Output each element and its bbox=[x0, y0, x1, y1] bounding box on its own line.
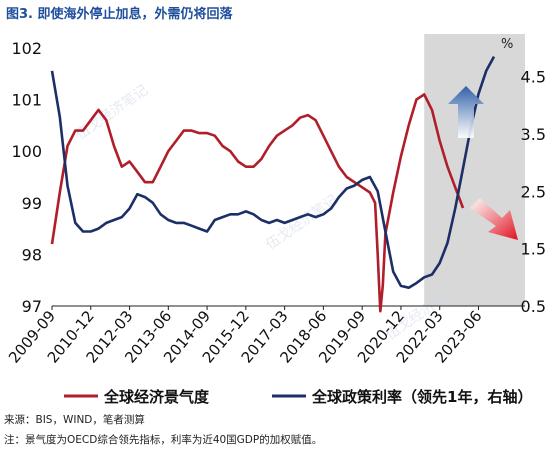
y-left-tick-label: 102 bbox=[11, 39, 42, 58]
series-line-business-climate bbox=[50, 93, 465, 313]
y-right-tick-label: 0.5 bbox=[521, 297, 546, 316]
footnote: 注：景气度为OECD综合领先指标，利率为近40国GDP的加权赋值。 bbox=[4, 434, 323, 446]
notes: 来源：BIS，WIND，笔者测算 注：景气度为OECD综合领先指标，利率为近40… bbox=[4, 410, 322, 450]
up-arrow-icon bbox=[448, 86, 484, 138]
y-left-tick-label: 100 bbox=[11, 142, 42, 161]
y-right-tick-label: 1.5 bbox=[521, 240, 546, 259]
y-left-tick-label: 97 bbox=[22, 297, 42, 316]
watermark: 伍戈经济笔记 bbox=[263, 192, 341, 253]
y-right-tick-label: 3.5 bbox=[521, 125, 546, 144]
y-left-tick-label: 99 bbox=[22, 194, 42, 213]
legend-label-policy-rate: 全球政策利率（领先1年，右轴） bbox=[311, 388, 532, 406]
y-left-tick-label: 101 bbox=[11, 91, 42, 110]
series-line-policy-rate bbox=[50, 55, 496, 289]
y-right-tick-label: 4.5 bbox=[521, 68, 546, 87]
y-left-tick-label: 98 bbox=[22, 245, 42, 264]
down-arrow-icon bbox=[470, 198, 518, 240]
legend: 全球经济景气度 全球政策利率（领先1年，右轴） bbox=[64, 388, 532, 406]
source-note: 来源：BIS，WIND，笔者测算 bbox=[4, 414, 145, 426]
page-title: 图3. 即使海外停止加息，外需仍将回落 bbox=[6, 7, 233, 22]
watermark: 伍戈经济笔记 bbox=[73, 82, 151, 143]
y-right-tick-label: 2.5 bbox=[521, 182, 546, 201]
y-axis-left: 97 98 99 100 101 102 bbox=[11, 39, 42, 316]
y-axis-right-unit: % bbox=[501, 37, 513, 52]
y-axis-right: 0.5 1.5 2.5 3.5 4.5 bbox=[521, 68, 546, 316]
legend-label-business-climate: 全球经济景气度 bbox=[103, 388, 210, 406]
